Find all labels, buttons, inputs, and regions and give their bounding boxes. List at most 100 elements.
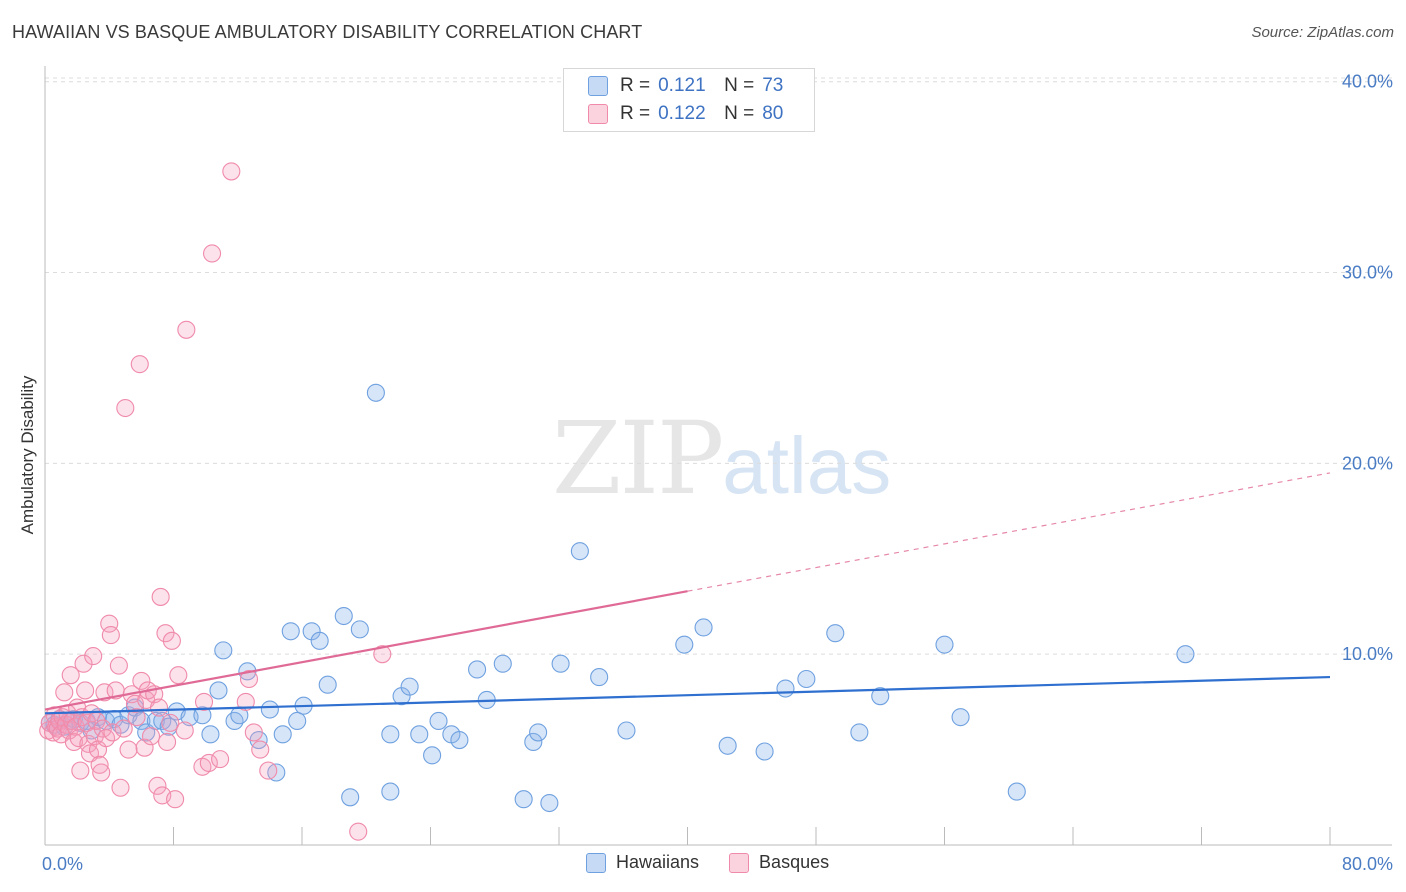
basques-point	[169, 666, 188, 685]
legend-r-value: 0.121	[658, 75, 706, 96]
basques-point	[132, 671, 151, 690]
basques-point	[156, 624, 175, 643]
hawaiians-point	[1176, 645, 1195, 664]
hawaiians-point	[334, 606, 353, 626]
watermark-atlas: atlas	[722, 421, 892, 510]
legend-n-label: N =	[724, 75, 755, 96]
legend-swatch-hawaiians	[586, 852, 606, 873]
watermark: ZIPatlas	[552, 400, 891, 517]
basques-trendline-extension	[687, 472, 1331, 592]
basques-point	[211, 750, 230, 769]
hawaiians-point	[225, 711, 244, 731]
hawaiians-point	[341, 788, 360, 807]
basques-point	[251, 740, 270, 759]
legend-item-basques[interactable]: Basques	[729, 852, 829, 873]
y-tick-label: 30.0%	[1342, 263, 1393, 283]
basques-point	[149, 698, 169, 717]
x-tick-label: 0.0%	[42, 854, 83, 874]
basques-point	[90, 755, 109, 774]
hawaiians-point	[260, 700, 279, 719]
hawaiians-point	[524, 732, 543, 752]
basques-point	[222, 162, 241, 181]
hawaiians-point	[935, 635, 954, 654]
hawaiians-point	[350, 620, 369, 639]
hawaiians-point	[450, 731, 469, 750]
hawaiians-point	[718, 736, 737, 755]
basques-point	[55, 683, 74, 702]
watermark-zip: ZIP	[552, 400, 724, 517]
basques-point	[74, 654, 93, 673]
chart-source: Source: ZipAtlas.com	[1251, 24, 1394, 41]
hawaiians-point	[288, 711, 307, 731]
legend-row-hawaiians: R = 0.121 N = 73	[588, 73, 783, 99]
hawaiians-point	[675, 635, 694, 654]
basques-point	[158, 732, 177, 752]
hawaiians-point	[381, 725, 400, 744]
hawaiians-point	[529, 723, 548, 742]
y-tick-label: 40.0%	[1342, 72, 1393, 92]
basques-point	[69, 729, 88, 748]
hawaiians-point	[273, 725, 292, 744]
hawaiians-point	[1007, 782, 1026, 801]
basques-point	[95, 683, 114, 702]
hawaiians-point	[318, 675, 337, 694]
hawaiians-point	[797, 669, 816, 689]
basques-point	[101, 626, 120, 645]
legend-r-label: R =	[620, 75, 651, 96]
legend-swatch-basques	[588, 104, 608, 124]
hawaiians-point	[540, 793, 559, 813]
basques-point	[114, 719, 133, 738]
basques-point	[162, 631, 181, 650]
basques-point	[349, 822, 368, 841]
basques-point	[239, 669, 259, 689]
basques-point	[76, 681, 95, 700]
legend-swatch-basques	[729, 852, 750, 873]
basques-point	[125, 694, 144, 713]
basques-point	[127, 708, 146, 727]
hawaiians-point	[570, 542, 589, 561]
hawaiians-point	[590, 668, 609, 687]
hawaiians-point	[214, 641, 233, 660]
legend-item-hawaiians[interactable]: Hawaiians	[586, 852, 699, 873]
basques-point	[79, 734, 98, 753]
chart-title: HAWAIIAN VS BASQUE AMBULATORY DISABILITY…	[12, 22, 643, 42]
hawaiians-point	[400, 677, 419, 696]
basques-point	[61, 666, 80, 685]
hawaiians-point	[776, 679, 795, 698]
hawaiians-point	[201, 725, 220, 744]
basques-point	[116, 398, 135, 418]
hawaiians-point	[514, 790, 533, 809]
basques-point	[236, 692, 255, 711]
legend-n-value: 73	[762, 75, 784, 96]
basques-point	[93, 719, 112, 738]
legend-r-label: R =	[620, 103, 651, 124]
hawaiians-point	[423, 746, 442, 765]
basques-point	[244, 723, 263, 742]
basques-point	[199, 753, 218, 772]
basques-point	[109, 656, 128, 675]
hawaiians-point	[193, 706, 212, 725]
basques-point	[119, 740, 138, 759]
hawaiians-point	[410, 725, 429, 744]
legend-r-value: 0.122	[658, 103, 706, 124]
basques-point	[111, 778, 130, 797]
basques-point	[103, 723, 122, 742]
hawaiians-point	[871, 687, 890, 706]
stats-legend: R = 0.121 N = 73 R = 0.122 N = 80	[563, 68, 815, 132]
legend-n-value: 80	[762, 103, 784, 124]
basques-point	[71, 761, 90, 780]
legend-n-label: N =	[724, 103, 755, 124]
basques-point	[259, 761, 278, 780]
hawaiians-point	[617, 721, 636, 740]
basques-point	[130, 355, 149, 374]
basques-point	[151, 587, 170, 606]
basques-point	[166, 790, 185, 809]
hawaiians-trendline	[44, 675, 1331, 715]
basques-point	[177, 320, 196, 339]
basques-trendline	[44, 590, 688, 711]
basques-point	[84, 647, 103, 666]
hawaiians-point	[381, 782, 400, 801]
hawaiians-point	[694, 618, 713, 637]
legend-label-basques: Basques	[759, 852, 830, 872]
